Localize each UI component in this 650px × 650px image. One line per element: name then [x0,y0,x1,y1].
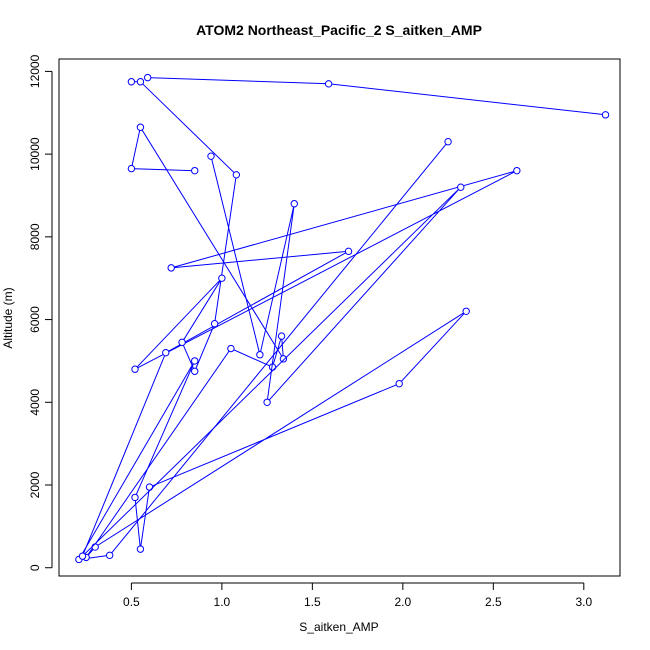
data-point [136,545,145,553]
series-line [77,125,467,561]
data-point [210,320,219,328]
x-tick-label: 0.5 [123,595,140,609]
data-point [143,73,152,82]
data-point [136,123,145,131]
series-line [147,77,606,116]
data-point [207,152,215,160]
data-point [162,348,170,357]
chart-title: ATOM2 Northeast_Pacific_2 S_aitken_AMP [196,22,482,38]
data-point [232,171,241,179]
data-point [131,493,139,502]
plot-frame [58,58,621,577]
data-point [256,351,264,359]
y-tick-label: 12000 [28,54,42,88]
y-tick-label: 2000 [28,471,42,498]
data-point [191,166,199,175]
x-tick-label: 2.5 [485,595,502,609]
data-point [290,200,298,208]
y-tick-label: 4000 [28,389,42,416]
data-point [513,166,521,175]
data-point [277,332,286,340]
data-point [263,398,271,406]
data-point [457,183,465,191]
y-tick-label: 6000 [28,306,42,333]
x-tick-label: 2.0 [394,595,411,609]
data-point [127,78,136,86]
series-layer [75,73,610,564]
x-axis: 0.5 1.0 1.5 2.0 2.5 3.0 [123,582,592,609]
data-point [462,307,470,315]
data-point [131,365,139,373]
x-axis-label: S_aitken_AMP [299,620,378,634]
data-point [395,379,403,388]
y-tick-label: 0 [28,564,42,571]
x-tick-label: 3.0 [575,595,592,609]
y-axis: 0 2000 4000 6000 8000 10000 12000 [28,54,53,571]
data-point [78,552,87,560]
data-point [227,344,235,353]
y-axis-label: Altitude (m) [1,287,15,348]
data-point [191,367,199,375]
data-point [218,274,226,282]
data-point [444,138,452,146]
data-point [191,357,199,365]
data-point [105,551,114,560]
data-point [344,247,353,256]
data-point [601,111,610,119]
data-point [136,78,145,86]
data-point [279,355,288,363]
data-point [127,164,136,173]
data-point [145,483,154,491]
y-tick-label: 8000 [28,223,42,250]
data-point [324,80,333,88]
y-tick-label: 10000 [28,137,42,171]
series-line [82,81,518,557]
x-tick-label: 1.5 [304,595,321,609]
data-point [178,338,186,347]
data-point [91,543,99,551]
data-point [167,264,175,272]
x-tick-label: 1.0 [214,595,231,609]
